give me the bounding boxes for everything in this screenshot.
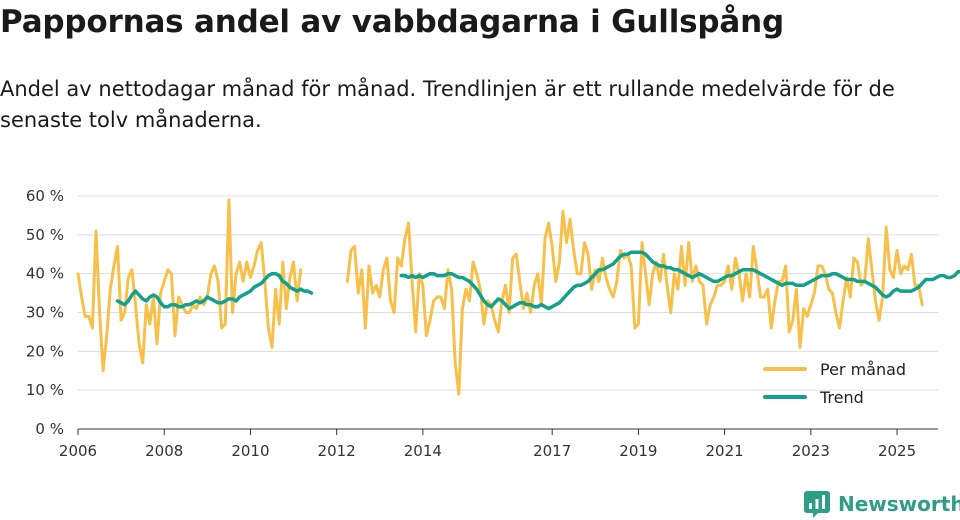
x-tick-label: 2025: [878, 442, 916, 460]
brand-name: Newsworthy: [838, 492, 960, 516]
monthly-series-line: [76, 198, 924, 396]
x-tick-label: 2014: [404, 442, 442, 460]
newsworthy-logo[interactable]: Newsworthy: [804, 489, 960, 519]
x-tick-label: 2012: [318, 442, 356, 460]
x-tick-label: 2023: [792, 442, 830, 460]
y-tick-label: 10 %: [26, 381, 64, 399]
chart-title: Pappornas andel av vabbdagarna i Gullspå…: [0, 4, 784, 40]
legend-label-trend: Trend: [819, 388, 864, 407]
y-tick-label: 20 %: [26, 342, 64, 360]
x-tick-label: 2019: [619, 442, 657, 460]
y-tick-label: 40 %: [26, 265, 64, 283]
x-tick-label: 2021: [706, 442, 744, 460]
x-tick-label: 2017: [533, 442, 571, 460]
trend-series-line: [115, 250, 960, 311]
x-tick-label: 2006: [59, 442, 97, 460]
legend: Per månad Trend: [763, 360, 906, 407]
y-tick-label: 60 %: [26, 187, 64, 205]
x-tick-label: 2008: [145, 442, 183, 460]
legend-label-per-manad: Per månad: [820, 360, 906, 379]
y-axis: 0 % 10 % 20 % 30 % 40 % 50 % 60 %: [26, 187, 64, 438]
chart-subtitle: Andel av nettodagar månad för månad. Tre…: [0, 77, 895, 132]
x-tick-label: 2010: [231, 442, 269, 460]
y-tick-label: 30 %: [26, 304, 64, 322]
newsworthy-logo-icon: [804, 491, 830, 518]
y-tick-label: 50 %: [26, 226, 64, 244]
y-tick-label: 0 %: [35, 420, 64, 438]
series-layer: [76, 198, 960, 396]
x-axis: 2006 2008 2010 2012 2014 2017 2019 2021 2023 2025: [59, 428, 938, 460]
